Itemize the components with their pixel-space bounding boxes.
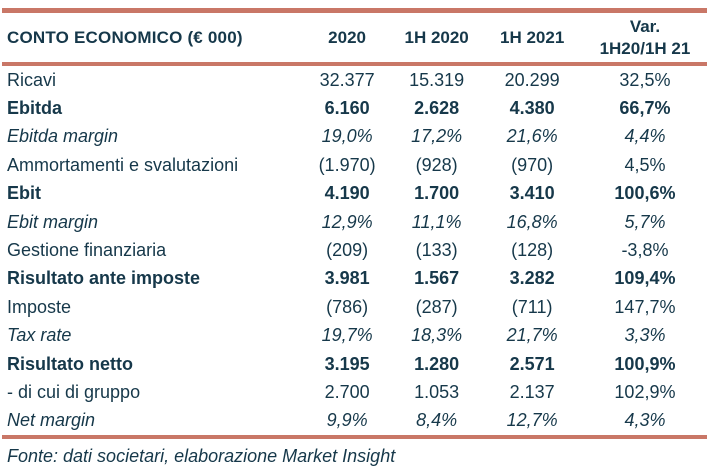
col-header-var-line1: Var.: [629, 16, 661, 36]
cell-1h2021: 3.282: [509, 268, 555, 289]
table-row: Net margin 9,9% 8,4% 12,7% 4,3%: [2, 407, 707, 437]
header-row: CONTO ECONOMICO (€ 000) 2020 1H 2020 1H …: [2, 10, 707, 66]
cell-2020: (786): [326, 296, 369, 317]
cell-1h2021: 20.299: [504, 69, 560, 90]
table-title: CONTO ECONOMICO (€ 000): [2, 10, 303, 66]
cell-var: 5,7%: [624, 211, 666, 232]
cell-var: 4,5%: [624, 154, 666, 175]
cell-1h2020: 8,4%: [416, 410, 458, 431]
row-label: Ebit margin: [7, 211, 99, 232]
col-header-var-line2: 1H20/1H 21: [599, 38, 691, 58]
row-label: Imposte: [7, 296, 72, 317]
cell-1h2020: 15.319: [409, 69, 465, 90]
cell-1h2021: (711): [511, 296, 553, 317]
col-header-var: Var. 1H20/1H 21: [582, 10, 707, 66]
cell-var: 147,7%: [614, 296, 676, 317]
table-row: Risultato ante imposte 3.981 1.567 3.282…: [2, 265, 707, 293]
conto-economico-table: CONTO ECONOMICO (€ 000) 2020 1H 2020 1H …: [2, 8, 707, 440]
cell-var: 66,7%: [619, 98, 671, 119]
cell-1h2020: 1.280: [414, 353, 460, 374]
table-body: Ricavi 32.377 15.319 20.299 32,5% Ebitda…: [2, 64, 707, 437]
col-header-2020: 2020: [302, 10, 392, 66]
cell-2020: (209): [326, 240, 369, 261]
cell-1h2020: 17,2%: [411, 126, 463, 147]
cell-var: -3,8%: [621, 240, 669, 261]
cell-var: 4,3%: [624, 410, 666, 431]
cell-1h2020: (133): [415, 240, 458, 261]
cell-1h2020: 1.053: [414, 381, 460, 402]
cell-1h2021: 21,7%: [506, 325, 558, 346]
cell-2020: 3.195: [324, 353, 370, 374]
table-row: Gestione finanziaria (209) (133) (128) -…: [2, 236, 707, 264]
cell-1h2021: (128): [511, 240, 554, 261]
cell-1h2020: (928): [415, 154, 458, 175]
table-row: Ebit margin 12,9% 11,1% 16,8% 5,7%: [2, 208, 707, 236]
cell-var: 100,6%: [614, 183, 676, 204]
cell-1h2020: 1.567: [414, 268, 460, 289]
cell-var: 109,4%: [614, 268, 676, 289]
row-label: Ebitda: [7, 98, 63, 119]
row-label: Ricavi: [7, 69, 57, 90]
row-label: - di cui di gruppo: [7, 381, 141, 402]
cell-1h2020: (287): [415, 296, 458, 317]
row-label: Net margin: [7, 410, 96, 431]
cell-var: 32,5%: [619, 69, 671, 90]
cell-2020: 6.160: [324, 98, 370, 119]
cell-1h2021: 2.137: [509, 381, 555, 402]
cell-1h2021: 12,7%: [506, 410, 558, 431]
col-header-1h2020: 1H 2020: [391, 10, 482, 66]
cell-1h2020: 11,1%: [411, 211, 462, 232]
cell-2020: 3.981: [324, 268, 370, 289]
cell-1h2021: 16,8%: [506, 211, 558, 232]
table-row: Tax rate 19,7% 18,3% 21,7% 3,3%: [2, 322, 707, 350]
table-row: Ebit 4.190 1.700 3.410 100,6%: [2, 180, 707, 208]
cell-2020: 2.700: [324, 381, 370, 402]
cell-1h2020: 1.700: [414, 183, 460, 204]
cell-2020: 19,0%: [321, 126, 373, 147]
row-label: Risultato netto: [7, 353, 133, 374]
table-row: Ebitda margin 19,0% 17,2% 21,6% 4,4%: [2, 123, 707, 151]
cell-1h2021: 2.571: [509, 353, 555, 374]
cell-2020: 32.377: [319, 69, 375, 90]
col-header-1h2021: 1H 2021: [481, 10, 583, 66]
cell-1h2020: 18,3%: [411, 325, 463, 346]
table-row: - di cui di gruppo 2.700 1.053 2.137 102…: [2, 378, 707, 406]
row-label: Gestione finanziaria: [7, 240, 167, 261]
table-row: Ammortamenti e svalutazioni (1.970) (928…: [2, 151, 707, 179]
cell-var: 102,9%: [614, 381, 676, 402]
source-note: Fonte: dati societari, elaborazione Mark…: [7, 446, 396, 467]
cell-var: 3,3%: [624, 325, 666, 346]
cell-2020: 12,9%: [321, 211, 373, 232]
table-row: Ebitda 6.160 2.628 4.380 66,7%: [2, 94, 707, 122]
row-label: Ebitda margin: [7, 126, 119, 147]
cell-1h2021: 3.410: [509, 183, 555, 204]
table-row: Imposte (786) (287) (711) 147,7%: [2, 293, 707, 321]
cell-2020: 4.190: [324, 183, 370, 204]
row-label: Ammortamenti e svalutazioni: [7, 154, 239, 175]
cell-1h2021: (970): [511, 154, 554, 175]
row-label: Risultato ante imposte: [7, 268, 201, 289]
table-row: Ricavi 32.377 15.319 20.299 32,5%: [2, 64, 707, 94]
row-label: Tax rate: [7, 325, 72, 346]
cell-2020: (1.970): [318, 154, 376, 175]
cell-1h2020: 2.628: [414, 98, 460, 119]
cell-1h2021: 21,6%: [506, 126, 558, 147]
cell-var: 100,9%: [614, 353, 676, 374]
cell-var: 4,4%: [624, 126, 666, 147]
cell-2020: 19,7%: [321, 325, 373, 346]
table-row: Risultato netto 3.195 1.280 2.571 100,9%: [2, 350, 707, 378]
cell-2020: 9,9%: [326, 410, 368, 431]
cell-1h2021: 4.380: [509, 98, 555, 119]
row-label: Ebit: [7, 183, 41, 204]
